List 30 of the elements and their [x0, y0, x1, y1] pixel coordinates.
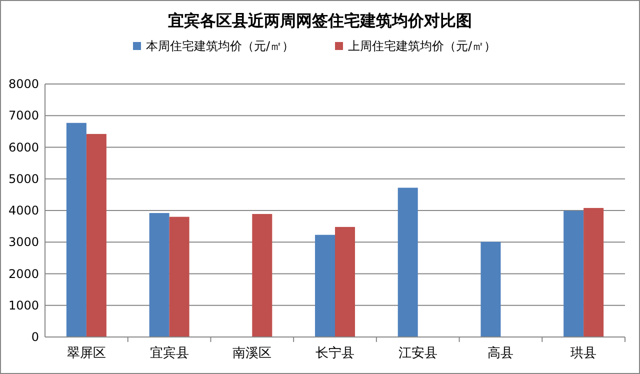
bar — [169, 216, 190, 337]
y-tick-label: 3000 — [8, 235, 39, 250]
legend-label: 本周住宅建筑均价（元/㎡） — [146, 39, 294, 53]
y-tick-label: 1000 — [8, 298, 39, 312]
y-tick-label: 7000 — [8, 108, 39, 123]
x-tick-label: 珙县 — [570, 346, 597, 361]
bar — [335, 226, 355, 337]
bar — [398, 188, 418, 337]
x-tick-label: 高县 — [488, 345, 514, 361]
bar — [86, 134, 106, 337]
y-tick-label: 2000 — [8, 266, 39, 281]
bar — [149, 213, 170, 337]
y-tick-label: 4000 — [8, 204, 39, 218]
x-tick-label: 长宁县 — [316, 345, 354, 361]
x-tick-label: 宜宾县 — [150, 345, 189, 361]
bar — [66, 122, 86, 337]
bar — [584, 208, 604, 337]
y-tick-label: 0 — [31, 330, 39, 344]
y-tick-label: 6000 — [8, 140, 39, 154]
legend-label: 上周住宅建筑均价（元/㎡） — [348, 39, 496, 53]
y-tick-label: 5000 — [8, 172, 39, 186]
x-tick-label: 翠屏区 — [66, 346, 106, 361]
bar — [315, 234, 335, 337]
chart-title: 宜宾各区县近两周网签住宅建筑均价对比图 — [168, 11, 472, 30]
y-tick-label: 8000 — [8, 77, 39, 91]
bar — [564, 210, 584, 337]
x-tick-label: 南溪区 — [232, 346, 272, 361]
x-tick-label: 江安县 — [398, 345, 438, 361]
bar — [252, 214, 272, 337]
bar — [480, 242, 501, 337]
